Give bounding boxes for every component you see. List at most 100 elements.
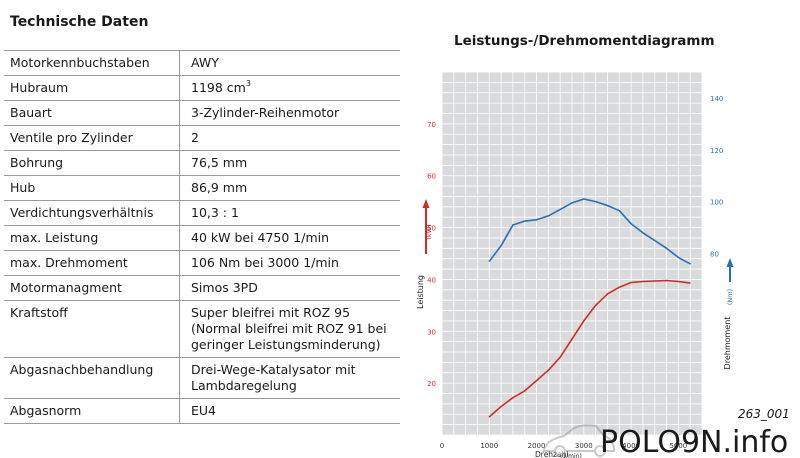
spec-value-text: 76,5 mm	[191, 155, 248, 170]
data-point-leistung	[524, 390, 526, 392]
data-point-drehmoment	[571, 202, 573, 204]
y-right-tick-label: 140	[710, 95, 723, 103]
spec-key: Abgasnorm	[4, 399, 180, 423]
spec-value-text: Drei-Wege-Katalysator mit Lambdaregelung	[191, 362, 356, 393]
chart-svg: 0 1000 2000 3000 4000 5000 20 30 40 50 60 70 80 100 12…	[416, 71, 734, 458]
data-point-drehmoment	[583, 198, 585, 200]
data-point-drehmoment	[630, 223, 632, 225]
figure-code: 263_001	[738, 407, 790, 421]
data-point-leistung	[654, 280, 656, 282]
data-point-leistung	[689, 282, 691, 284]
x-tick-label: 2000	[528, 442, 546, 450]
spec-value: AWY	[180, 51, 400, 75]
spec-value-text: 3-Zylinder-Reihenmotor	[191, 105, 340, 120]
y-left-tick-label: 30	[427, 328, 436, 336]
spec-key: Hubraum	[4, 76, 180, 100]
x-axis-label: Drehzahl	[535, 450, 568, 458]
data-point-drehmoment	[677, 256, 679, 258]
spec-key: Ventile pro Zylinder	[4, 126, 180, 150]
series-line-drehmoment	[488, 198, 691, 265]
spec-value: 10,3 : 1	[180, 201, 400, 225]
y-left-axis-label: Leistung	[416, 275, 425, 309]
data-point-leistung	[642, 280, 644, 283]
x-tick-label: 1000	[480, 442, 498, 450]
data-point-drehmoment	[524, 220, 526, 222]
spec-value: 106 Nm bei 3000 1/min	[180, 251, 400, 275]
data-point-drehmoment	[689, 263, 691, 265]
spec-key: Bohrung	[4, 151, 180, 175]
data-point-drehmoment	[488, 260, 490, 262]
spec-value-text: Super bleifrei mit ROZ 95 (Normal bleifr…	[191, 305, 387, 352]
spec-key: Kraftstoff	[4, 301, 180, 357]
x-axis-unit: (1/min)	[560, 453, 582, 458]
y-right-axis-label: Drehmoment	[723, 317, 732, 370]
y-left-tick-label: 70	[427, 121, 436, 129]
spec-key: Motormanagment	[4, 276, 180, 300]
x-tick-label: 4000	[622, 442, 640, 450]
spec-value: 2	[180, 126, 400, 150]
spec-row: Motorkennbuchstaben AWY	[4, 50, 400, 75]
data-point-drehmoment	[500, 245, 502, 247]
spec-row: Abgasnorm EU4	[4, 398, 400, 424]
spec-value: Super bleifrei mit ROZ 95 (Normal bleifr…	[180, 301, 400, 357]
data-point-leistung	[488, 416, 490, 418]
spec-value: 40 kW bei 4750 1/min	[180, 226, 400, 250]
watermark-text: POLO9N.info	[600, 425, 788, 458]
spec-key: Hub	[4, 176, 180, 200]
data-point-drehmoment	[595, 201, 597, 203]
data-point-leistung	[512, 397, 514, 399]
spec-value-text: 106 Nm bei 3000 1/min	[191, 255, 339, 270]
spec-value-text: Simos 3PD	[191, 280, 258, 295]
data-point-drehmoment	[654, 239, 656, 242]
y-left-axis-unit: (kW)	[425, 224, 433, 239]
y-right-arrowhead-icon	[726, 258, 734, 267]
data-point-leistung	[500, 405, 502, 408]
y-right-tick-label: 100	[710, 199, 723, 207]
spec-key: Bauart	[4, 101, 180, 125]
spec-row: Ventile pro Zylinder 2	[4, 125, 400, 150]
x-tick-label: 0	[440, 442, 444, 450]
y-right-axis-unit: (Nm)	[726, 289, 734, 305]
chart-title: Leistungs-/Drehmomentdiagramm	[454, 33, 715, 49]
spec-value: 1198 cm3	[180, 76, 400, 100]
data-point-drehmoment	[606, 204, 609, 207]
car-outline-icon	[543, 424, 615, 457]
series-line-leistung	[488, 279, 691, 418]
spec-row: Bauart 3-Zylinder-Reihenmotor	[4, 100, 400, 125]
data-point-leistung	[618, 286, 620, 288]
y-right-tick-label: 120	[710, 147, 723, 155]
spec-value-text: AWY	[191, 55, 219, 70]
data-point-leistung	[630, 281, 632, 284]
data-point-drehmoment	[535, 219, 538, 221]
data-point-drehmoment	[642, 232, 644, 234]
spec-value-text: EU4	[191, 403, 216, 418]
section-title: Technische Daten	[10, 14, 149, 30]
spec-key: max. Drehmoment	[4, 251, 180, 275]
spec-key: max. Leistung	[4, 226, 180, 250]
spec-value: 3-Zylinder-Reihenmotor	[180, 101, 400, 125]
x-tick-label: 3000	[575, 442, 593, 450]
spec-value: Simos 3PD	[180, 276, 400, 300]
spec-value-superscript: 3	[245, 79, 251, 88]
y-left-tick-label: 40	[427, 276, 436, 284]
data-point-leistung	[595, 304, 597, 306]
spec-value-text: 10,3 : 1	[191, 205, 239, 220]
spec-row: Verdichtungsverhältnis 10,3 : 1	[4, 200, 400, 225]
spec-value-text: 40 kW bei 4750 1/min	[191, 230, 330, 245]
data-point-drehmoment	[618, 210, 620, 212]
chart: 0 1000 2000 3000 4000 5000 20 30 40 50 60 70 80 100 12…	[400, 60, 800, 458]
data-point-leistung	[677, 280, 679, 283]
data-point-drehmoment	[512, 224, 514, 226]
data-point-leistung	[583, 320, 585, 322]
spec-value: 86,9 mm	[180, 176, 400, 200]
spec-row: Bohrung 76,5 mm	[4, 150, 400, 175]
spec-value: Drei-Wege-Katalysator mit Lambdaregelung	[180, 358, 400, 398]
data-point-leistung	[571, 338, 573, 340]
data-point-leistung	[547, 369, 549, 371]
spec-key: Abgasnachbehandlung	[4, 358, 180, 398]
data-point-drehmoment	[559, 208, 561, 211]
data-point-leistung	[606, 293, 609, 295]
spec-row: Hubraum 1198 cm3	[4, 75, 400, 100]
data-point-drehmoment	[547, 215, 549, 217]
spec-row: Motormanagment Simos 3PD	[4, 275, 400, 300]
